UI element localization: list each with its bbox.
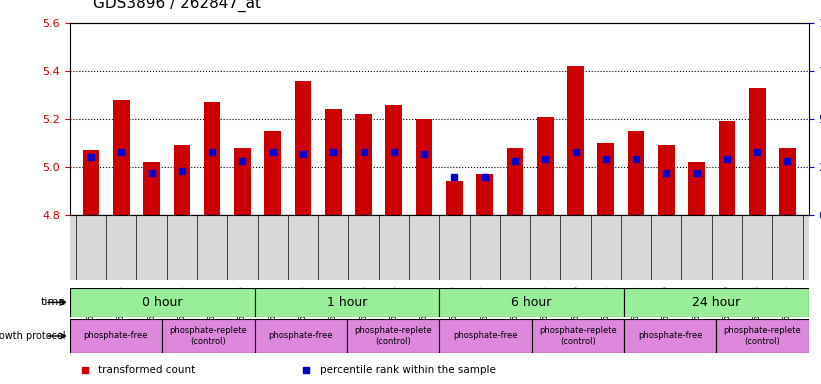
Bar [347,319,439,353]
Bar [476,174,493,215]
Text: phosphate-replete
(control): phosphate-replete (control) [354,326,432,346]
Bar [355,114,372,215]
Bar [439,288,624,317]
Bar [567,66,584,215]
Bar [598,143,614,215]
Bar [624,288,809,317]
Bar [70,319,163,353]
Text: 0 hour: 0 hour [142,296,182,309]
Bar [507,148,523,215]
Bar [234,148,250,215]
Bar [70,288,255,317]
Text: 24 hour: 24 hour [692,296,741,309]
Bar [439,319,532,353]
Text: phosphate-free: phosphate-free [268,331,333,341]
Bar [255,288,439,317]
Bar [415,119,433,215]
Bar [295,81,311,215]
Bar [325,109,342,215]
Bar [143,162,160,215]
Bar [173,146,190,215]
Bar [628,131,644,215]
Bar [688,162,705,215]
Text: phosphate-free: phosphate-free [638,331,703,341]
Text: phosphate-free: phosphate-free [453,331,518,341]
Bar [163,319,255,353]
Text: time: time [40,297,66,308]
Bar [113,100,130,215]
Bar [749,88,765,215]
Bar [446,181,463,215]
Text: GDS3896 / 262847_at: GDS3896 / 262847_at [93,0,260,12]
Bar [537,117,553,215]
Bar [204,102,221,215]
Text: phosphate-replete
(control): phosphate-replete (control) [723,326,801,346]
Bar [386,104,402,215]
Bar [624,319,716,353]
Bar [779,148,796,215]
Text: percentile rank within the sample: percentile rank within the sample [319,364,495,375]
Bar [255,319,347,353]
Bar [83,150,99,215]
Bar [716,319,809,353]
Bar [718,121,736,215]
Text: transformed count: transformed count [98,364,195,375]
Text: growth protocol: growth protocol [0,331,66,341]
Text: 1 hour: 1 hour [327,296,367,309]
Text: phosphate-replete
(control): phosphate-replete (control) [539,326,617,346]
Bar [532,319,624,353]
Bar [264,131,281,215]
Text: 6 hour: 6 hour [511,296,552,309]
Text: phosphate-free: phosphate-free [84,331,149,341]
Text: phosphate-replete
(control): phosphate-replete (control) [169,326,247,346]
Bar [658,146,675,215]
